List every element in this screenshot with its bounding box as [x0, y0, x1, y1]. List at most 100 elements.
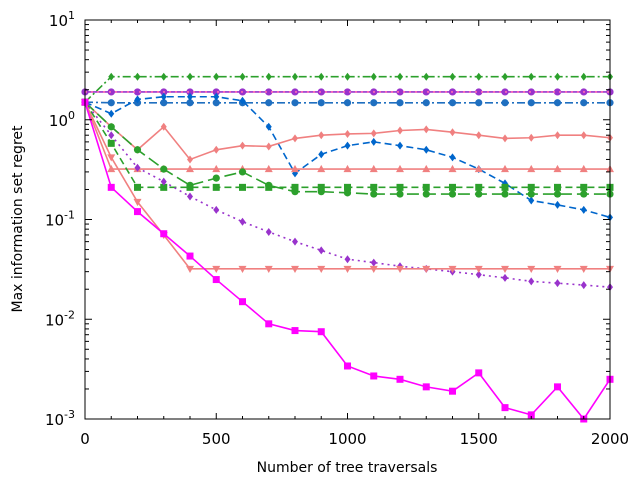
series-4-point-1 [108, 109, 115, 118]
series-0-point-13 [423, 72, 430, 81]
series-0-point-19 [580, 72, 587, 81]
series-4-point-6 [239, 96, 246, 105]
series-1-point-7 [265, 88, 273, 96]
y-tick-label-0: 10-3 [45, 408, 75, 429]
series-10-point-4 [186, 265, 194, 274]
series-8-point-18 [554, 183, 561, 191]
y-tick-label-4: 101 [49, 9, 75, 30]
series-8-point-7 [265, 183, 273, 191]
series-11-point-17 [527, 411, 535, 419]
series-7-point-12 [396, 190, 404, 198]
series-5-point-7 [265, 142, 272, 151]
series-5-point-13 [423, 125, 430, 134]
series-layer [81, 72, 614, 423]
series-10-point-15 [474, 265, 483, 274]
series-11-point-4 [186, 252, 194, 260]
series-8-point-5 [212, 183, 220, 191]
series-10-point-10 [343, 265, 352, 274]
series-10-point-2 [133, 198, 142, 207]
series-1-point-5 [212, 88, 220, 96]
series-9-point-4 [187, 192, 193, 201]
series-5-point-8 [292, 134, 298, 143]
series-0-point-8 [292, 72, 298, 81]
series-6-point-11 [369, 164, 378, 173]
series-1-point-17 [527, 88, 535, 96]
series-1-point-13 [422, 88, 430, 96]
series-8-point-15 [475, 183, 483, 191]
series-0-point-12 [397, 72, 403, 81]
series-6-point-16 [501, 164, 509, 173]
series-9-point-17 [528, 277, 535, 286]
series-10-point-7 [264, 265, 273, 274]
series-0-point-9 [318, 72, 325, 81]
series-8-point-17 [527, 183, 535, 191]
series-10-point-16 [501, 265, 509, 274]
series-5-point-14 [449, 128, 456, 137]
series-4-point-7 [265, 122, 272, 131]
series-11-point-1 [107, 183, 115, 191]
series-3-point-8 [291, 99, 299, 107]
series-0-point-1 [108, 72, 115, 81]
series-4-point-13 [423, 145, 430, 154]
series-11-point-3 [160, 230, 168, 238]
y-tick-label-1: 10-2 [45, 308, 75, 329]
series-4 [82, 92, 613, 222]
series-8-point-12 [396, 183, 404, 191]
series-8-point-10 [344, 183, 351, 191]
series-1-point-12 [396, 88, 404, 96]
series-5 [82, 98, 613, 164]
series-8-point-14 [449, 183, 456, 191]
series-11-point-16 [501, 404, 509, 412]
series-9-point-5 [213, 205, 220, 214]
series-4-point-14 [449, 153, 456, 162]
series-6-point-10 [343, 164, 352, 173]
series-8-point-3 [160, 183, 168, 191]
x-tick-label-2: 1000 [328, 430, 366, 448]
series-0 [82, 72, 613, 107]
series-5-point-6 [239, 141, 246, 150]
series-6-point-7 [264, 164, 273, 173]
series-4-point-3 [160, 92, 167, 101]
series-10-point-18 [553, 265, 562, 274]
series-7-point-11 [370, 190, 378, 198]
series-3-point-1 [107, 99, 115, 107]
series-0-point-17 [528, 72, 535, 81]
series-3-point-15 [475, 99, 483, 107]
series-10-point-11 [369, 265, 378, 274]
series-8-point-8 [291, 183, 299, 191]
series-7-point-3 [160, 165, 168, 173]
series-1-point-4 [186, 88, 194, 96]
series-3-point-3 [160, 99, 168, 107]
series-8-point-9 [317, 183, 325, 191]
series-9-point-10 [344, 255, 351, 264]
series-6-point-1 [107, 164, 116, 173]
series-8-point-11 [370, 183, 378, 191]
series-3-point-5 [212, 99, 220, 107]
series-5-point-16 [502, 134, 508, 143]
series-9-point-19 [580, 281, 587, 290]
series-11-point-7 [265, 320, 273, 328]
series-3 [81, 98, 614, 107]
series-7-point-14 [448, 190, 457, 198]
series-4-point-4 [187, 92, 193, 101]
series-7-point-16 [501, 190, 509, 198]
series-3-point-19 [580, 99, 588, 107]
series-7-point-19 [580, 190, 588, 198]
series-11-point-14 [449, 387, 456, 395]
series-10-point-17 [527, 265, 536, 274]
series-10-point-1 [107, 154, 116, 162]
series-11-point-9 [317, 328, 325, 336]
series-5-point-5 [213, 145, 220, 154]
series-8-point-13 [422, 183, 430, 191]
series-9-point-2 [134, 163, 141, 172]
series-6-point-15 [474, 164, 483, 173]
series-8-point-19 [580, 183, 588, 191]
series-10-point-6 [238, 265, 247, 274]
series-11 [81, 98, 614, 423]
series-0-point-3 [160, 72, 167, 81]
series-0-point-4 [187, 72, 193, 81]
series-6-point-4 [186, 164, 194, 173]
series-6-point-12 [396, 164, 404, 173]
y-tick-label-2: 10-1 [45, 209, 75, 230]
